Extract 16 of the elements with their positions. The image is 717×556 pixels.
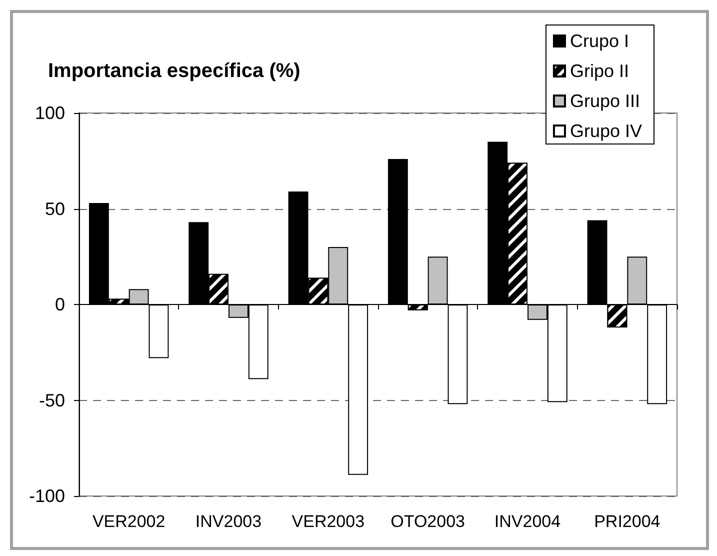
x-tick-label: VER2002 — [92, 512, 166, 531]
y-axis-title: Importancia específica (%) — [48, 60, 300, 82]
x-tick-label: OTO2003 — [390, 512, 466, 531]
y-tick-label: 100 — [34, 103, 65, 123]
legend-label: Gripo II — [570, 61, 629, 81]
legend-label: Grupo III — [570, 91, 640, 111]
y-tick-label: 50 — [44, 198, 65, 219]
x-tick-label: PRI2004 — [594, 512, 660, 531]
x-tick-label: INV2003 — [195, 512, 262, 531]
x-tick-label: VER2003 — [292, 512, 365, 531]
y-tick-label: -100 — [28, 486, 65, 506]
y-tick-label: 0 — [54, 294, 65, 314]
legend-label: Grupo IV — [570, 121, 642, 141]
legend-label: Crupo I — [570, 31, 629, 51]
y-tick-label: -50 — [38, 390, 65, 410]
x-tick-label: INV2004 — [494, 512, 561, 531]
